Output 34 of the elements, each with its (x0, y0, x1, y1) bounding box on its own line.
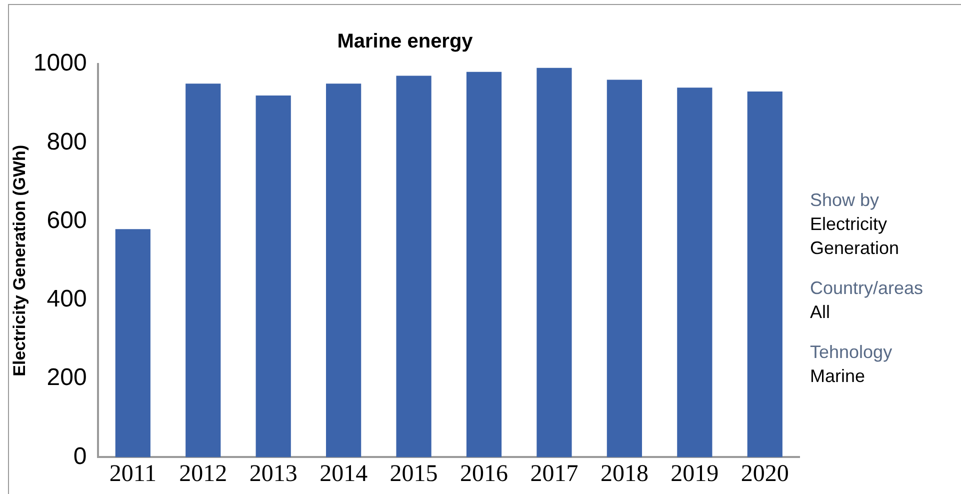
y-axis-title: Electricity Generation (GWh) (10, 144, 29, 376)
x-tick-label: 2012 (179, 460, 228, 487)
bar (606, 80, 642, 458)
x-tick-label: 2014 (320, 460, 368, 487)
text: Show by (810, 189, 880, 212)
bar (396, 76, 432, 458)
x-tick-label: 2011 (109, 460, 156, 487)
bar (536, 68, 572, 458)
y-tick-label: 0 (73, 442, 87, 470)
chart-title: Marine energy (337, 30, 474, 53)
x-tick-label: 2017 (530, 460, 578, 487)
y-tick-label: 1000 (33, 50, 87, 77)
y-tick-label: 600 (46, 206, 87, 234)
bar (466, 72, 502, 458)
text: Tehnology (810, 341, 894, 364)
y-tick-label: 200 (46, 364, 87, 392)
bar (115, 229, 150, 458)
x-tick-label: 2020 (740, 460, 789, 487)
bar (256, 95, 291, 458)
y-tick-label: 400 (46, 286, 87, 313)
bar (326, 84, 362, 458)
text: Country/areas (810, 277, 924, 300)
x-tick-label: 2015 (390, 460, 438, 487)
text: Marine (810, 365, 866, 388)
bar (677, 88, 712, 458)
y-tick-label: 800 (46, 128, 87, 156)
bar (747, 92, 782, 458)
x-tick-label: 2019 (670, 460, 719, 487)
x-tick-label: 2016 (460, 460, 508, 487)
bar (186, 84, 221, 458)
text: All (810, 301, 832, 324)
x-tick-label: 2018 (600, 460, 648, 487)
x-tick-label: 2013 (249, 460, 298, 487)
text: Electricity Generation (810, 213, 900, 260)
